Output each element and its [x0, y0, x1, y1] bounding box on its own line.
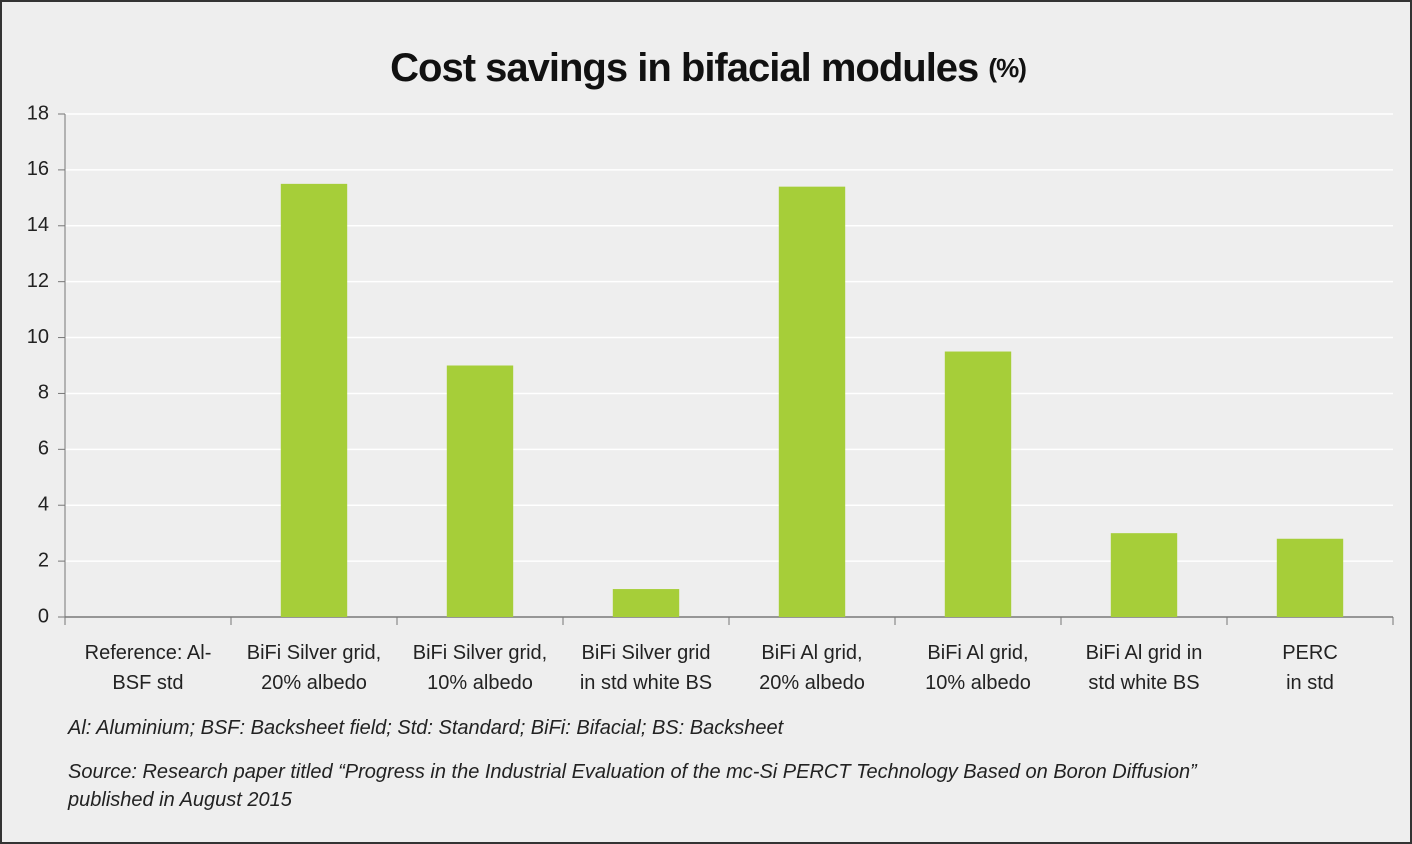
- footnote: Al: Aluminium; BSF: Backsheet field; Std…: [68, 717, 784, 739]
- x-tick-label: BiFi Al grid, 10% albedo: [925, 642, 1031, 694]
- bar: [280, 183, 348, 617]
- y-tick-label: 10: [27, 326, 49, 348]
- bar: [1276, 538, 1344, 617]
- x-tick-label: BiFi Silver grid, 10% albedo: [412, 642, 548, 694]
- y-tick-label: 4: [38, 494, 49, 516]
- footnote: Source: Research paper titled “Progress …: [68, 761, 1197, 811]
- x-tick-label: BiFi Al grid, 20% albedo: [759, 642, 865, 694]
- bar: [1110, 533, 1178, 617]
- bar: [944, 351, 1012, 617]
- x-tick-label: PERC in std: [1282, 642, 1338, 694]
- bar: [446, 365, 514, 617]
- x-tick-label: BiFi Silver grid, 20% albedo: [246, 642, 382, 694]
- bar: [778, 186, 846, 617]
- title-unit: (%): [988, 53, 1026, 83]
- y-tick-label: 16: [27, 158, 49, 180]
- x-tick-label: BiFi Silver grid in std white BS: [579, 642, 713, 694]
- y-tick-label: 14: [27, 214, 49, 236]
- x-tick-label: Reference: Al- BSF std: [84, 642, 212, 694]
- y-tick-label: 6: [38, 438, 49, 460]
- y-tick-label: 2: [38, 549, 49, 571]
- y-tick-label: 8: [38, 382, 49, 404]
- chart-title: Cost savings in bifacial modules (%): [390, 46, 1026, 90]
- title-main: Cost savings in bifacial modules: [390, 46, 978, 90]
- y-tick-label: 12: [27, 270, 49, 292]
- y-tick-label: 0: [38, 605, 49, 627]
- bar: [612, 589, 680, 617]
- y-tick-label: 18: [27, 102, 49, 124]
- x-tick-label: BiFi Al grid in std white BS: [1085, 642, 1203, 694]
